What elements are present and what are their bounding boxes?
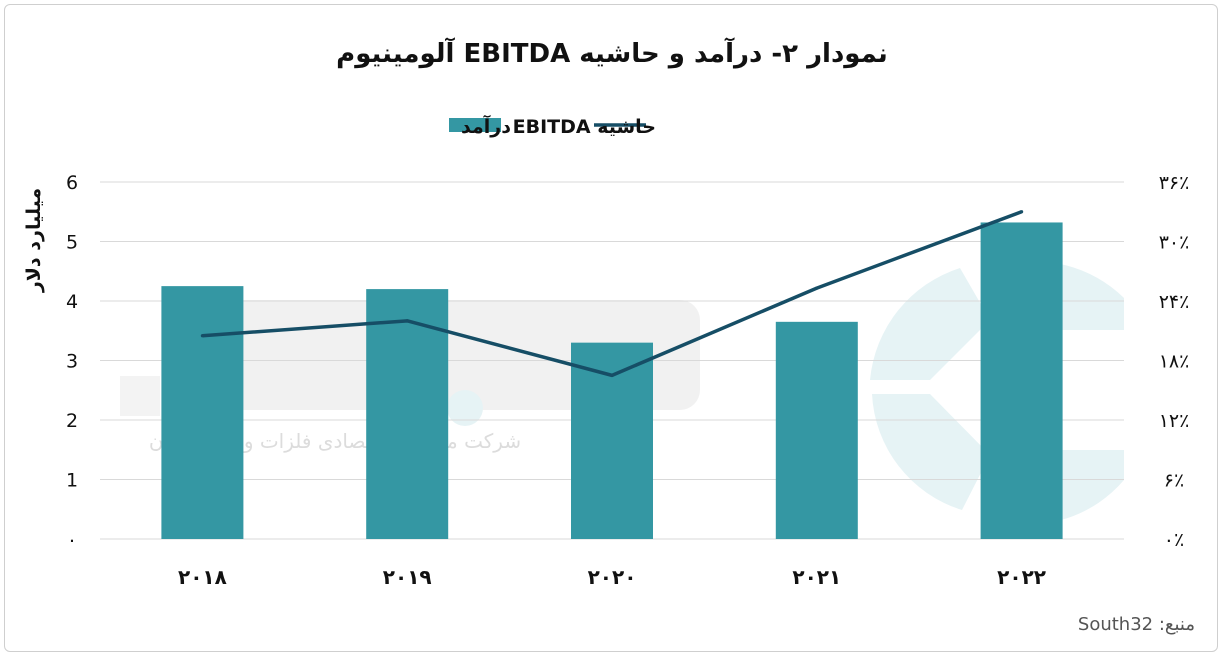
left-tick-label: 3 <box>66 351 78 373</box>
right-tick-label: ۶٪ <box>1164 470 1184 492</box>
x-tick-label: ۲۰۲۲ <box>997 565 1046 589</box>
right-tick-label: ۳۰٪ <box>1159 232 1190 254</box>
chart-title: نمودار ۲- درآمد و حاشیه EBITDA آلومینیوم <box>336 37 888 69</box>
ebitda-point <box>405 319 409 323</box>
ebitda-point <box>610 373 614 377</box>
left-axis-ticks: ۰ 1 2 3 4 5 6 <box>66 172 78 551</box>
ebitda-line-layer <box>200 210 1024 378</box>
x-tick-label: ۲۰۱۸ <box>178 565 227 589</box>
left-tick-label: 1 <box>66 470 78 492</box>
right-tick-label: ۳۶٪ <box>1159 172 1190 194</box>
right-axis-ticks: ۰٪ ۶٪ ۱۲٪ ۱۸٪ ۲۴٪ ۳۰٪ ۳۶٪ <box>1159 172 1190 551</box>
legend: درآمد حاشیه EBITDA <box>449 114 656 138</box>
bar-revenue <box>161 286 244 539</box>
legend-label-ebitda: حاشیه EBITDA <box>513 116 656 138</box>
legend-label-revenue: درآمد <box>461 114 511 138</box>
right-tick-label: ۰٪ <box>1164 529 1184 551</box>
right-tick-label: ۱۸٪ <box>1159 351 1190 373</box>
left-tick-label: 4 <box>66 291 78 313</box>
ebitda-point <box>815 286 819 290</box>
left-tick-label: ۰ <box>67 529 77 551</box>
x-axis-ticks: ۲۰۱۸ ۲۰۱۹ ۲۰۲۰ ۲۰۲۱ ۲۰۲۲ <box>178 565 1046 589</box>
left-tick-label: 6 <box>66 172 78 194</box>
y-axis-label: میلیارد دلار <box>23 188 45 293</box>
ebitda-point <box>200 334 204 338</box>
legend-swatch-revenue <box>449 118 501 132</box>
ebitda-point <box>1020 210 1024 214</box>
x-tick-label: ۲۰۲۰ <box>588 565 637 589</box>
left-tick-label: 2 <box>66 410 78 432</box>
bar-revenue <box>980 222 1063 539</box>
bar-revenue <box>571 342 653 539</box>
source-note: منبع: South32 <box>1078 614 1195 635</box>
right-tick-label: ۱۲٪ <box>1159 410 1190 432</box>
bar-revenue <box>366 289 449 539</box>
right-tick-label: ۲۴٪ <box>1159 291 1190 313</box>
x-tick-label: ۲۰۲۱ <box>792 565 841 589</box>
bar-revenue <box>775 321 858 539</box>
x-tick-label: ۲۰۱۹ <box>383 565 432 589</box>
left-tick-label: 5 <box>66 232 78 254</box>
